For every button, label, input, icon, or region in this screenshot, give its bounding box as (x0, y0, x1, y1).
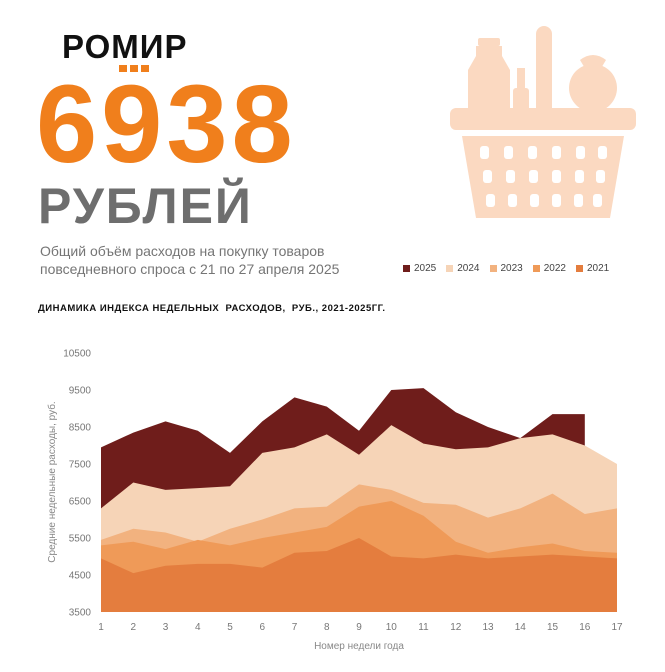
legend-label: 2021 (587, 263, 610, 274)
headline-unit: РУБЛЕЙ (38, 178, 253, 234)
x-tick-label: 16 (579, 622, 591, 633)
legend-item-2024: 2024 (446, 263, 480, 274)
y-tick-label: 3500 (69, 608, 92, 619)
shopping-basket-icon (450, 26, 636, 218)
legend-label: 2023 (500, 263, 523, 274)
chart-title: ДИНАМИКА ИНДЕКСА НЕДЕЛЬНЫХ РАСХОДОВ, РУБ… (38, 303, 386, 314)
brand-logo: РОМИР (62, 28, 188, 65)
x-tick-label: 14 (515, 622, 527, 633)
y-tick-label: 5500 (69, 534, 92, 545)
legend-item-2023: 2023 (489, 263, 523, 274)
x-tick-label: 6 (259, 622, 265, 633)
legend-item-2025: 2025 (403, 263, 436, 274)
y-tick-label: 8500 (69, 423, 92, 434)
y-tick-label: 6500 (69, 497, 92, 508)
x-tick-label: 2 (130, 622, 136, 633)
legend-swatch (489, 265, 497, 272)
legend-item-2022: 2022 (532, 263, 566, 274)
headline-value: 6938 (36, 63, 297, 186)
x-tick-label: 11 (418, 622, 429, 633)
legend-label: 2025 (414, 263, 437, 274)
brand-logo-dots (119, 65, 149, 72)
x-tick-label: 4 (195, 622, 201, 633)
chart-legend: 2025 2024 2023 2022 2021 (403, 263, 609, 274)
y-axis-title: Средние недельные расходы, руб. (46, 401, 58, 562)
legend-swatch (403, 265, 410, 272)
x-tick-label: 10 (386, 622, 398, 633)
x-tick-label: 7 (292, 622, 298, 633)
x-tick-label: 5 (227, 622, 233, 633)
x-tick-label: 3 (163, 622, 169, 633)
legend-item-2021: 2021 (576, 263, 609, 274)
y-tick-label: 4500 (69, 571, 92, 582)
legend-swatch (446, 265, 454, 272)
legend-label: 2024 (457, 263, 480, 274)
legend-swatch (532, 265, 540, 272)
x-tick-label: 13 (482, 622, 494, 633)
legend-swatch (576, 265, 583, 272)
area-series-2021 (101, 538, 617, 612)
x-tick-label: 1 (98, 622, 104, 633)
x-tick-label: 8 (324, 622, 330, 633)
headline-subtitle: Общий объём расходов на покупку товаров … (40, 243, 340, 277)
x-axis-title: Номер недели года (314, 641, 404, 652)
x-tick-label: 9 (356, 622, 362, 633)
x-tick-label: 17 (611, 622, 623, 633)
x-tick-label: 15 (547, 622, 559, 633)
y-tick-label: 10500 (63, 349, 91, 360)
legend-label: 2022 (543, 263, 566, 274)
y-tick-label: 9500 (69, 386, 92, 397)
y-tick-label: 7500 (69, 460, 92, 471)
x-tick-label: 12 (450, 622, 462, 633)
